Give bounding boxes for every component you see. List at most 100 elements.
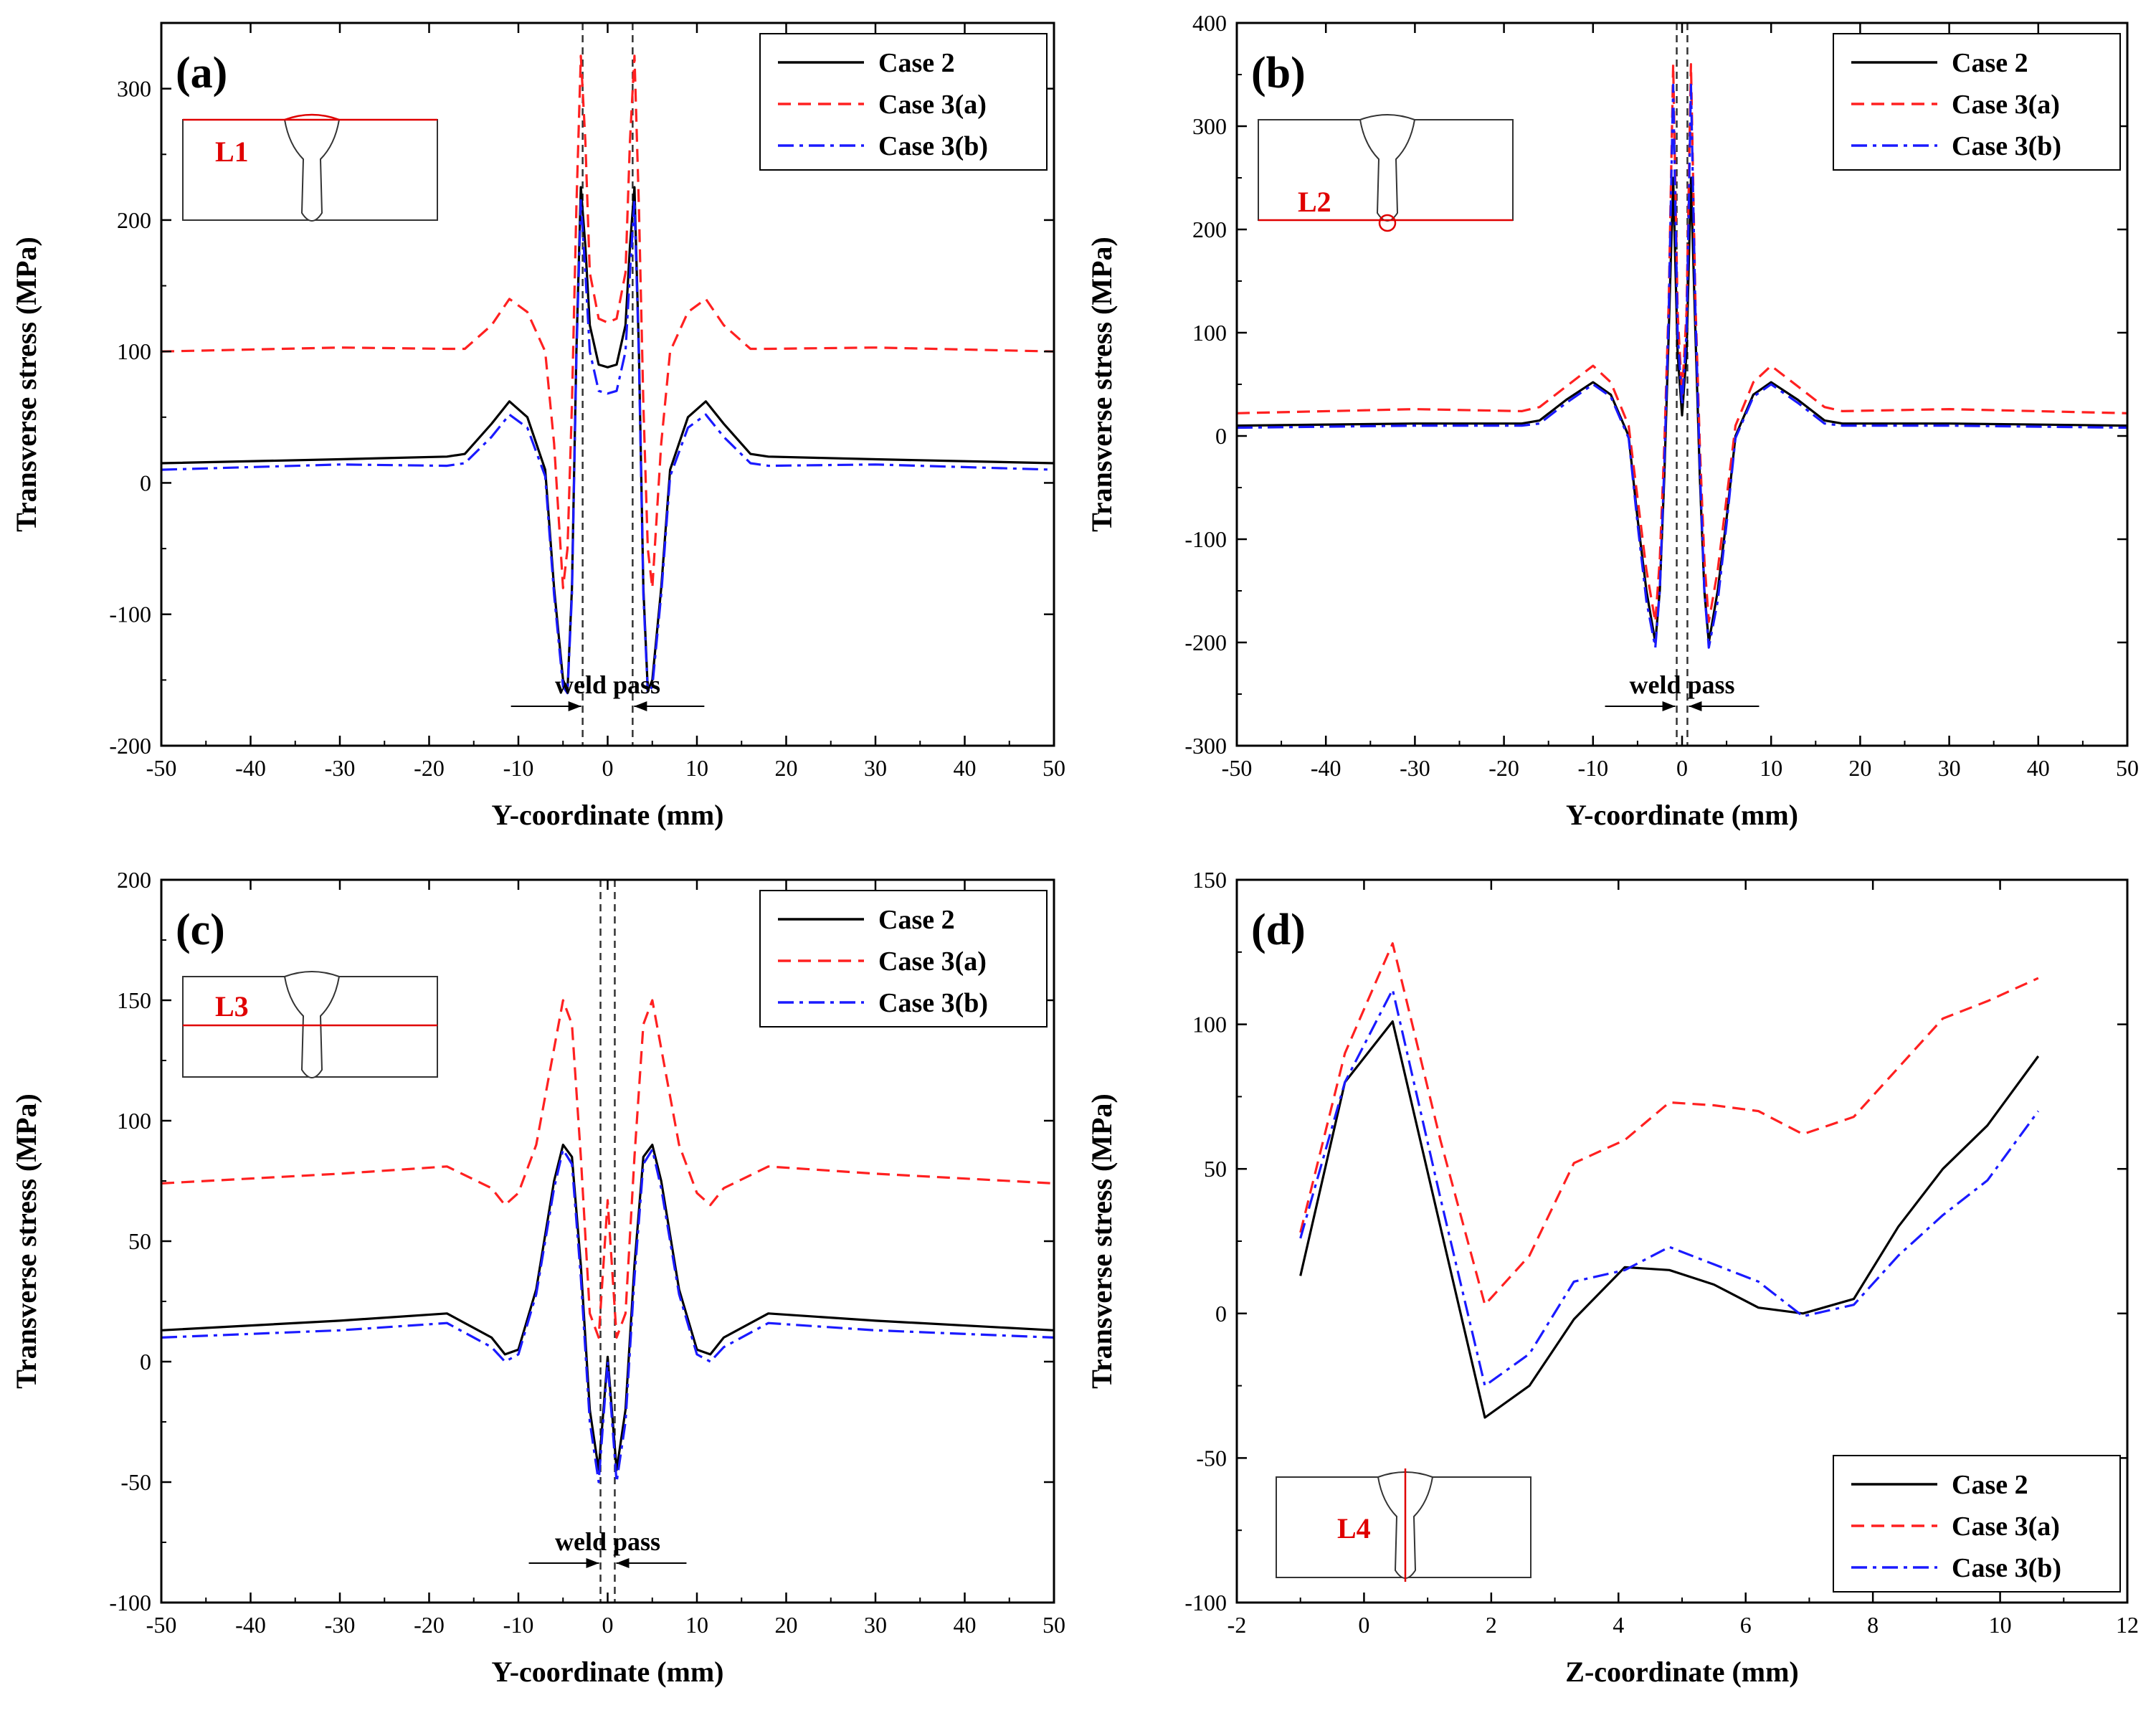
x-tick-label: -30 <box>1400 755 1430 781</box>
inset-label: L3 <box>215 990 249 1022</box>
series-line-case2 <box>161 1143 1054 1471</box>
x-tick-label: 0 <box>602 1612 614 1638</box>
x-tick-label: 20 <box>1848 755 1871 781</box>
y-tick-label: 400 <box>1192 10 1227 36</box>
weld-pass-label: weld pass <box>1629 670 1734 699</box>
panel-label: (c) <box>176 906 225 954</box>
legend-label-case2: Case 2 <box>1952 48 2028 78</box>
weld-pass-label: weld pass <box>555 1527 660 1556</box>
x-tick-label: 30 <box>864 1612 887 1638</box>
y-tick-label: -100 <box>1184 526 1227 552</box>
panel-d: -2 0 2 4 6 8 10 12 -100 -50 0 50 100 150 Z-coordinate … <box>1086 867 2139 1688</box>
x-tick-label: -40 <box>235 755 266 781</box>
x-tick-label: 10 <box>685 1612 708 1638</box>
series-line-case2 <box>161 186 1054 692</box>
inset-label: L4 <box>1337 1512 1371 1544</box>
legend-box <box>759 890 1048 1028</box>
inset-cross-section: L1 <box>182 113 438 222</box>
panel-a: -50 -40 -30 -20 -10 0 10 20 30 40 50-200-100010020… <box>10 22 1065 831</box>
y-tick-label: -50 <box>120 1469 151 1495</box>
series-line-case3b <box>1299 988 2040 1387</box>
weld-pass-annotation: weld pass <box>1605 670 1760 711</box>
x-tick-label: -20 <box>414 755 445 781</box>
legend-label-case3a: Case 3(a) <box>878 946 987 977</box>
inset-cross-section: L3 <box>182 971 438 1078</box>
legend-label-case2: Case 2 <box>878 905 955 935</box>
panel-label: (d) <box>1251 906 1306 954</box>
y-tick-label: -200 <box>1184 630 1227 655</box>
weld-pass-annotation: weld pass <box>528 1527 687 1568</box>
y-axis-label: Transverse stress (MPa) <box>1086 1093 1118 1389</box>
legend: Case 2 Case 3(a) Case 3(b) <box>1833 33 2121 171</box>
x-tick-label: -20 <box>1488 755 1519 781</box>
x-tick-label: -10 <box>503 1612 534 1638</box>
x-tick-label: -50 <box>1222 755 1253 781</box>
inset-label: L1 <box>215 136 249 168</box>
y-tick-label: 300 <box>1192 113 1227 139</box>
weld-pass-arrowhead-right <box>634 701 647 711</box>
weld-pass-label: weld pass <box>555 670 660 699</box>
y-tick-label: -100 <box>109 1590 151 1615</box>
series-line-case3b <box>1237 83 2127 649</box>
panel-label: (b) <box>1251 49 1306 98</box>
x-tick-label: 4 <box>1613 1612 1624 1638</box>
weld-pass-arrowhead-left <box>586 1558 599 1568</box>
y-tick-label: -100 <box>1184 1590 1227 1615</box>
y-tick-label: 100 <box>117 1108 151 1134</box>
y-tick-label: 0 <box>1215 1301 1227 1327</box>
series-line-case3b <box>161 199 1054 695</box>
x-tick-label: -50 <box>146 755 177 781</box>
x-tick-label: 40 <box>954 755 977 781</box>
y-tick-label: 100 <box>117 338 151 364</box>
inset-weld <box>1359 114 1416 222</box>
x-axis-label: Y-coordinate (mm) <box>491 799 723 831</box>
series-line-case3a <box>161 999 1054 1339</box>
legend-label-case2: Case 2 <box>1952 1470 2028 1500</box>
legend-box <box>1833 1455 2121 1593</box>
series-line-case3b <box>161 1148 1054 1484</box>
inset-label: L2 <box>1298 186 1331 218</box>
x-tick-label: 40 <box>2027 755 2050 781</box>
x-tick-label: 30 <box>1938 755 1961 781</box>
panel-label: (a) <box>176 49 227 98</box>
legend: Case 2 Case 3(a) Case 3(b) <box>1833 1455 2121 1593</box>
x-tick-label: 10 <box>685 755 708 781</box>
x-tick-label: 50 <box>1043 1612 1065 1638</box>
weld-pass-annotation: weld pass <box>510 670 705 711</box>
x-tick-label: -10 <box>503 755 534 781</box>
weld-pass-arrowhead-right <box>1689 701 1702 711</box>
inset-path-cap <box>284 113 340 121</box>
x-tick-label: 2 <box>1486 1612 1497 1638</box>
legend-label-case3b: Case 3(b) <box>878 131 988 161</box>
y-tick-label: 200 <box>117 867 151 893</box>
y-tick-label: 50 <box>128 1228 151 1254</box>
y-tick-label: -50 <box>1196 1445 1227 1471</box>
panel-c: -50 -40 -30 -20 -10 0 10 20 30 40 50-100-500501001… <box>10 867 1065 1688</box>
weld-pass-arrowhead-left <box>1662 701 1676 711</box>
x-tick-label: -30 <box>325 755 356 781</box>
y-axis-label: Transverse stress (MPa) <box>10 1093 42 1389</box>
legend-label-case2: Case 2 <box>878 48 955 78</box>
x-tick-label: 40 <box>954 1612 977 1638</box>
inset-cross-section: L4 <box>1276 1468 1531 1582</box>
legend-label-case3a: Case 3(a) <box>1952 1511 2060 1542</box>
x-tick-label: -20 <box>414 1612 445 1638</box>
series-line-case3a <box>161 54 1054 589</box>
y-tick-label: 150 <box>117 987 151 1013</box>
y-tick-label: 0 <box>1215 423 1227 449</box>
x-tick-label: 6 <box>1740 1612 1752 1638</box>
legend: Case 2 Case 3(a) Case 3(b) <box>759 33 1048 171</box>
x-tick-label: -40 <box>235 1612 266 1638</box>
x-tick-label: -30 <box>325 1612 356 1638</box>
weld-pass-arrowhead-left <box>568 701 581 711</box>
y-tick-label: 0 <box>140 470 151 495</box>
x-tick-label: 0 <box>602 755 614 781</box>
x-tick-label: -2 <box>1227 1612 1247 1638</box>
x-tick-label: 10 <box>1760 755 1782 781</box>
inset-path-root <box>1378 214 1397 232</box>
y-axis-label: Transverse stress (MPa) <box>1086 237 1118 532</box>
legend-label-case3b: Case 3(b) <box>1952 131 2061 161</box>
legend-box <box>1833 33 2121 171</box>
x-tick-label: 0 <box>1676 755 1688 781</box>
y-tick-label: 0 <box>140 1349 151 1375</box>
